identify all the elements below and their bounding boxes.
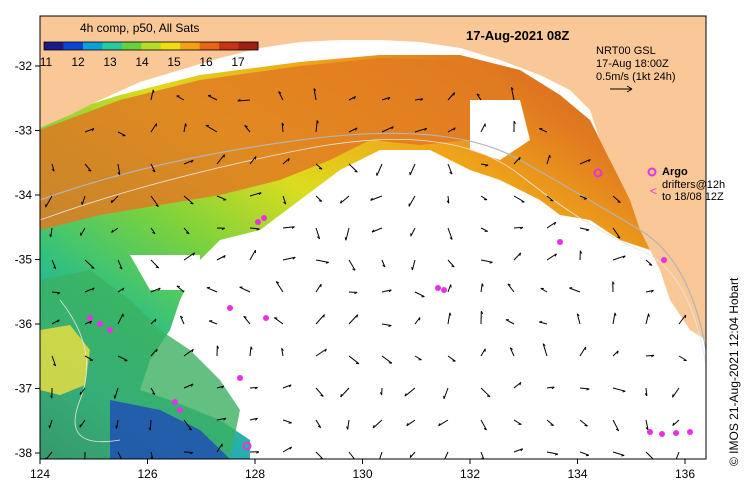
colorbar-swatch [44,42,64,50]
y-tick-label: -33 [15,124,33,138]
sst-warm-eddy [40,325,90,395]
y-tick-label: -38 [15,446,33,460]
colorbar-swatch [180,42,201,50]
colorbar-label: 4h comp, p50, All Sats [80,21,199,35]
drifter-legend-icon: < [650,184,657,198]
sst-cold-region [110,400,230,459]
current-vectors [44,87,687,459]
colorbar-tick-label: 11 [40,55,53,69]
colorbar-swatch [160,42,181,50]
bathymetry-contour [40,139,706,366]
argo-legend-icon [647,167,657,177]
vector-scale-arrow [610,85,633,93]
x-tick-label: 128 [245,467,265,481]
argo-float-marker [593,168,603,178]
colorbar-swatch [199,42,220,50]
colorbar-tick-label: 14 [135,55,149,69]
product-label: NRT00 GSL [596,45,656,57]
bathymetry-contour [40,132,706,351]
colorbar-tick-label: 12 [71,55,85,69]
bathymetry-contour [59,299,121,442]
colorbar-tick-label: 17 [231,55,245,69]
colorbar-swatch [219,42,240,50]
argo-float-marker [242,441,252,451]
colorbar-swatch [63,42,84,50]
y-tick-label: -35 [15,253,33,267]
x-tick-label: 136 [675,467,695,481]
y-tick-label: -34 [15,188,33,202]
cloud-gap [130,255,200,290]
vector-scale-label: 0.5m/s (1kt 24h) [596,71,675,83]
map-title: 17-Aug-2021 08Z [466,28,569,43]
x-axis: 124 126 128 130 132 134 136 [30,459,695,481]
y-axis: -32 -33 -34 -35 -36 -37 -38 [15,59,40,460]
y-tick-label: -36 [15,317,33,331]
sst-warm-band [40,58,520,230]
argo-legend-label: Argo [662,166,688,178]
colorbar-tick-label: 15 [167,55,181,69]
colorbar: 4h comp, p50, All Sats 11 12 13 14 15 16 17 [40,21,259,69]
x-tick-label: 134 [567,467,587,481]
colorbar-swatch [102,42,123,50]
drifters-legend-label: drifters@12h [662,179,725,191]
y-tick-label: -37 [15,382,33,396]
colorbar-tick-label: 16 [199,55,213,69]
x-tick-label: 126 [137,467,157,481]
x-tick-label: 132 [460,467,480,481]
colorbar-swatch [238,42,259,50]
x-tick-label: 130 [352,467,372,481]
plot-frame [39,15,707,460]
drifter-tracks [87,215,693,437]
valid-time: 17-Aug 18:00Z [596,58,669,70]
colorbar-swatch [82,42,103,50]
colorbar-tick-label: 13 [103,55,117,69]
x-tick-label: 124 [30,467,50,481]
colorbar-swatch [121,42,142,50]
colorbar-swatch [141,42,162,50]
drifters-legend-date: to 18/08 12Z [662,191,724,203]
credit-text: © IMOS 21-Aug-2021 12:04 Hobart [727,277,741,466]
y-tick-label: -32 [15,59,33,73]
